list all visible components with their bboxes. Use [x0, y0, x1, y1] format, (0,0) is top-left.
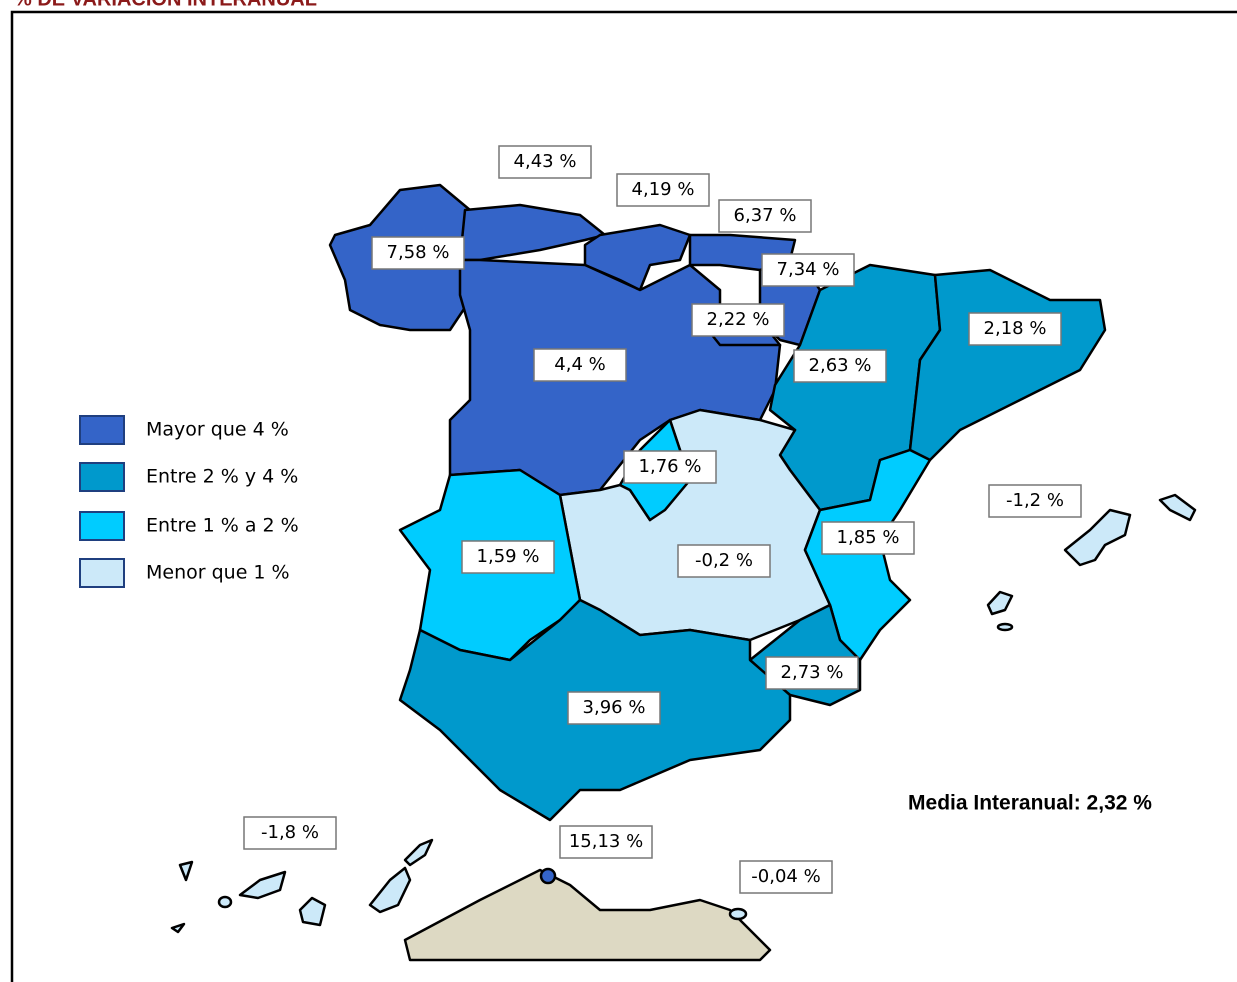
formentera [996, 622, 1014, 632]
value-box [371, 236, 465, 270]
cataluna [908, 268, 1107, 462]
legend-swatch [79, 511, 125, 541]
value-box [623, 450, 717, 484]
legend-swatch [79, 462, 125, 492]
ibiza [986, 590, 1014, 616]
value-label: 2,63 % [809, 355, 872, 376]
value-box [718, 199, 812, 233]
asturias [458, 203, 607, 262]
melilla [728, 907, 748, 921]
value-box [821, 521, 915, 555]
title: % DE VARIACIÓN INTERANUAL [14, 0, 317, 10]
value-label: 4,4 % [554, 354, 605, 375]
value-label: 1,59 % [477, 546, 540, 567]
fuerteventura [368, 866, 412, 914]
value-label: -0,04 % [751, 866, 820, 887]
value-label: 15,13 % [569, 831, 643, 852]
value-box [567, 691, 661, 725]
value-box [533, 348, 627, 382]
value-box [968, 312, 1062, 346]
value-label: 6,37 % [734, 205, 797, 226]
la-palma [178, 860, 194, 882]
value-label: 2,73 % [781, 662, 844, 683]
value-box [677, 544, 771, 578]
legend-label: Entre 1 % a 2 % [146, 515, 299, 537]
cantabria [583, 223, 692, 292]
legend-label: Mayor que 4 % [146, 419, 289, 441]
gomera [217, 895, 233, 909]
gran-canaria [298, 896, 327, 927]
value-box [461, 540, 555, 574]
lanzarote [403, 838, 434, 867]
value-box [616, 173, 710, 207]
menorca [1158, 493, 1197, 522]
value-label: 4,43 % [514, 151, 577, 172]
mallorca [1063, 508, 1132, 567]
legend-swatch [79, 415, 125, 445]
value-label: 3,96 % [583, 697, 646, 718]
value-box [559, 825, 653, 859]
value-label: 1,85 % [837, 527, 900, 548]
legend-label: Entre 2 % y 4 % [146, 466, 298, 488]
value-label: -1,8 % [261, 822, 319, 843]
value-label: 7,34 % [777, 259, 840, 280]
value-label: 7,58 % [387, 242, 450, 263]
value-box [739, 860, 833, 894]
value-label: 2,22 % [707, 309, 770, 330]
value-label: 4,19 % [632, 179, 695, 200]
value-box [793, 349, 887, 383]
legend-label: Menor que 1 % [146, 562, 290, 584]
average-note: Media Interanual: 2,32 % [908, 792, 1152, 815]
value-box [765, 656, 859, 690]
ceuta [539, 867, 557, 885]
value-box [243, 816, 337, 850]
value-box [761, 253, 855, 287]
value-label: 1,76 % [639, 456, 702, 477]
value-box [498, 145, 592, 179]
tenerife [238, 870, 287, 900]
africa [403, 868, 772, 962]
value-label: 2,18 % [984, 318, 1047, 339]
valencia [803, 448, 932, 662]
hierro [170, 922, 186, 934]
value-label: -0,2 % [695, 550, 753, 571]
value-label: -1,2 % [1006, 490, 1064, 511]
value-box [691, 303, 785, 337]
frame [10, 10, 1237, 982]
value-box [988, 484, 1082, 518]
legend-swatch [79, 558, 125, 588]
